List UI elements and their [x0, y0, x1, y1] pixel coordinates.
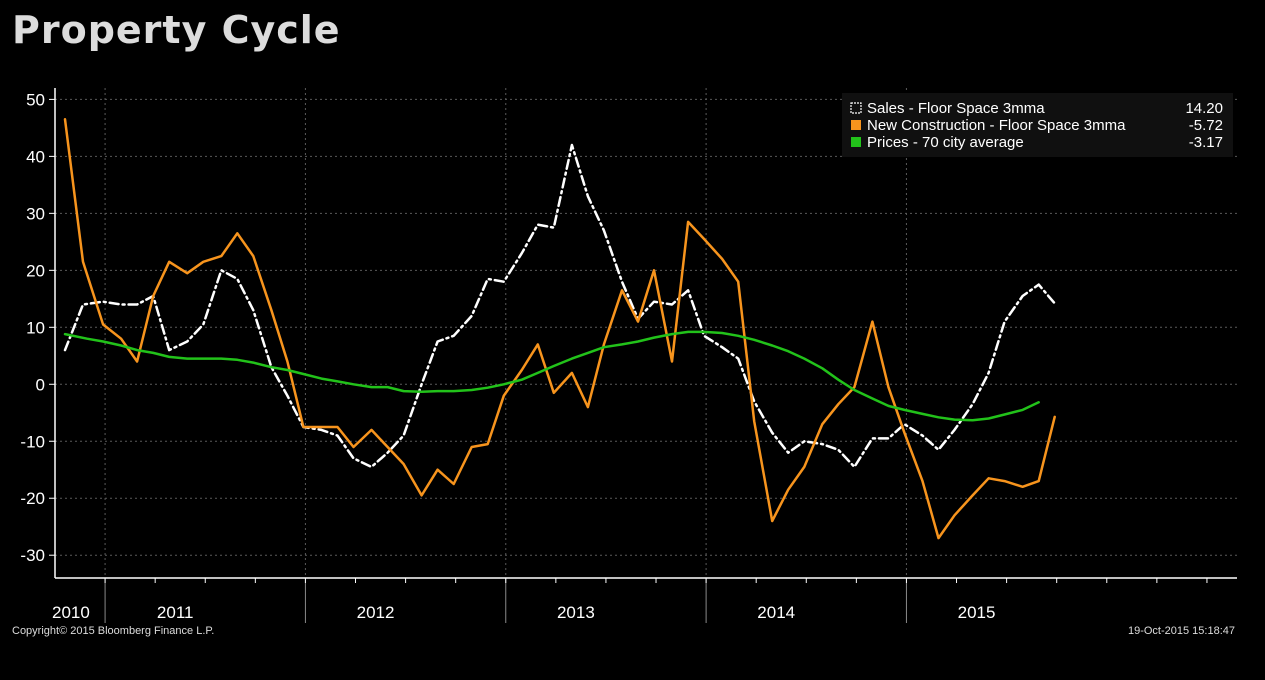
grid-layer: [55, 88, 1237, 578]
legend-series-name: New Construction - Floor Space 3mma: [867, 117, 1126, 134]
legend-series-value: 14.20: [1185, 100, 1223, 117]
y-tick-label: 30: [26, 204, 45, 223]
chart-title: Property Cycle: [12, 8, 341, 52]
legend-series-value: -5.72: [1189, 117, 1223, 134]
legend-series-name: Sales - Floor Space 3mma: [867, 100, 1045, 117]
x-year-label: 2013: [557, 603, 595, 622]
y-tick-label: -30: [20, 546, 45, 565]
x-year-label: 2010: [52, 603, 90, 622]
legend-series-name: Prices - 70 city average: [867, 134, 1024, 151]
legend-box: [842, 93, 1233, 157]
timestamp-text: 19-Oct-2015 15:18:47: [1127, 625, 1235, 637]
y-tick-label: 0: [36, 375, 45, 394]
y-tick-label: 40: [26, 147, 45, 166]
series-line-0: [63, 143, 1056, 469]
legend-series-value: -3.17: [1189, 134, 1223, 151]
legend-swatch: [850, 102, 862, 114]
legend-swatch: [851, 120, 861, 130]
y-tick-label: 50: [26, 90, 45, 109]
x-year-label: 2012: [357, 603, 395, 622]
x-year-label: 2011: [157, 603, 194, 622]
y-tick-label: 10: [26, 318, 45, 337]
legend-swatch: [851, 137, 861, 147]
x-year-label: 2014: [757, 603, 795, 622]
legend: Sales - Floor Space 3mma 14.20 New Constru…: [842, 93, 1233, 157]
copyright-text: Copyright© 2015 Bloomberg Finance L.P.: [12, 625, 215, 637]
y-tick-label: -20: [20, 489, 45, 508]
y-tick-label: 20: [26, 261, 45, 280]
series-line-1: [63, 118, 1056, 540]
x-year-label: 2015: [958, 603, 996, 622]
y-tick-label: -10: [20, 432, 45, 451]
series-layer: [63, 118, 1056, 540]
series-line-2: [63, 330, 1040, 422]
